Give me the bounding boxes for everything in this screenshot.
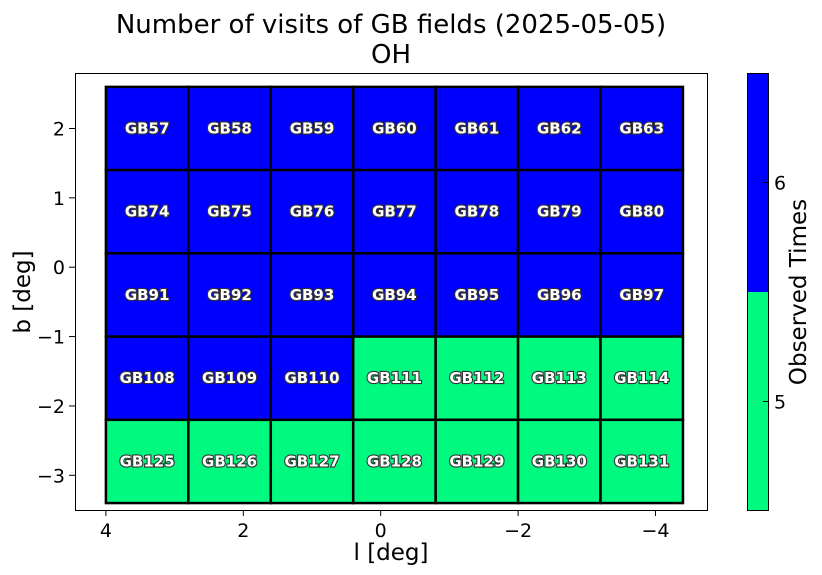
field-label-gb60: GB60 xyxy=(372,119,417,137)
heatmap-cells xyxy=(104,85,685,505)
colorbar-label: Observed Times xyxy=(786,199,812,385)
y-axis-label: b [deg] xyxy=(10,250,36,333)
chart-title: Number of visits of GB fields (2025-05-0… xyxy=(116,10,666,40)
field-label-gb130: GB130 xyxy=(532,452,587,470)
field-label-gb129: GB129 xyxy=(449,452,504,470)
field-cell-gb108 xyxy=(104,335,190,422)
y-tick-label: 0 xyxy=(53,257,65,279)
field-label-gb78: GB78 xyxy=(455,203,500,221)
colorbar: 56 Observed Times xyxy=(747,73,812,511)
field-cell-gb57 xyxy=(104,85,190,172)
field-label-gb77: GB77 xyxy=(372,203,417,221)
field-label-gb80: GB80 xyxy=(619,203,664,221)
colorbar-frame xyxy=(747,73,769,511)
field-label-gb61: GB61 xyxy=(455,119,500,137)
colorbar-segment-5 xyxy=(747,292,769,511)
field-cell-gb130 xyxy=(516,418,602,505)
y-tick-label: 1 xyxy=(53,188,65,210)
field-label-gb109: GB109 xyxy=(202,369,257,387)
field-cell-gb93 xyxy=(269,252,355,338)
field-cell-gb62 xyxy=(516,85,602,172)
x-tick-label: −4 xyxy=(641,520,669,542)
field-label-gb62: GB62 xyxy=(537,119,582,137)
field-cell-gb95 xyxy=(434,252,520,338)
chart-subtitle: OH xyxy=(371,40,411,70)
field-cell-gb113 xyxy=(516,335,602,422)
field-label-gb95: GB95 xyxy=(455,286,500,304)
y-tick-label: −3 xyxy=(37,465,65,487)
field-label-gb59: GB59 xyxy=(290,119,335,137)
field-label-gb63: GB63 xyxy=(619,119,664,137)
field-cell-gb125 xyxy=(104,418,190,505)
field-label-gb126: GB126 xyxy=(202,452,257,470)
field-label-gb91: GB91 xyxy=(125,286,170,304)
x-axis-label: l [deg] xyxy=(354,540,429,566)
field-cell-gb58 xyxy=(187,85,273,172)
field-label-gb112: GB112 xyxy=(449,369,504,387)
field-label-gb114: GB114 xyxy=(614,369,669,387)
x-tick-label: 2 xyxy=(237,520,249,542)
y-axis-ticks: 2 1 0 −1 −2 −3 xyxy=(37,118,75,487)
y-tick-label: 2 xyxy=(53,118,65,140)
field-label-gb79: GB79 xyxy=(537,203,582,221)
field-cell-gb78 xyxy=(434,168,520,255)
field-cell-gb76 xyxy=(269,168,355,255)
x-axis-ticks: 4 2 0 −2 −4 xyxy=(100,510,669,542)
field-cell-gb92 xyxy=(187,252,273,338)
field-cell-gb127 xyxy=(269,418,355,505)
field-cell-gb96 xyxy=(516,252,602,338)
colorbar-tick-label: 5 xyxy=(774,392,786,414)
field-label-gb108: GB108 xyxy=(120,369,175,387)
field-label-gb125: GB125 xyxy=(120,452,175,470)
y-tick-label: −1 xyxy=(37,327,65,349)
field-cell-gb97 xyxy=(599,252,685,338)
y-tick-label: −2 xyxy=(37,396,65,418)
field-label-gb93: GB93 xyxy=(290,286,335,304)
field-label-gb92: GB92 xyxy=(207,286,252,304)
field-label-gb75: GB75 xyxy=(207,203,252,221)
field-label-gb74: GB74 xyxy=(125,203,170,221)
colorbar-ticks: 56 xyxy=(763,173,786,414)
field-cell-gb109 xyxy=(187,335,273,422)
field-label-gb57: GB57 xyxy=(125,119,170,137)
field-label-gb110: GB110 xyxy=(284,369,339,387)
field-label-gb111: GB111 xyxy=(367,369,422,387)
field-cell-gb74 xyxy=(104,168,190,255)
field-label-gb131: GB131 xyxy=(614,452,669,470)
field-label-gb58: GB58 xyxy=(207,119,252,137)
field-cell-gb131 xyxy=(599,418,685,505)
x-tick-label: −2 xyxy=(504,520,532,542)
cell-labels: GB57 GB58 GB59 GB60 GB61 GB62 GB63 GB74 GB75 GB76… xyxy=(118,118,670,471)
plot-frame xyxy=(75,73,708,511)
field-label-gb96: GB96 xyxy=(537,286,582,304)
field-label-gb128: GB128 xyxy=(367,452,422,470)
field-label-gb127: GB127 xyxy=(284,452,339,470)
field-label-gb113: GB113 xyxy=(532,369,587,387)
colorbar-tick-label: 6 xyxy=(774,173,786,195)
field-cell-gb80 xyxy=(599,168,685,255)
field-label-gb76: GB76 xyxy=(290,203,335,221)
field-label-gb94: GB94 xyxy=(372,286,417,304)
x-tick-label: 0 xyxy=(375,520,387,542)
colorbar-segment-6 xyxy=(747,73,769,292)
x-tick-label: 4 xyxy=(100,520,112,542)
field-label-gb97: GB97 xyxy=(619,286,664,304)
